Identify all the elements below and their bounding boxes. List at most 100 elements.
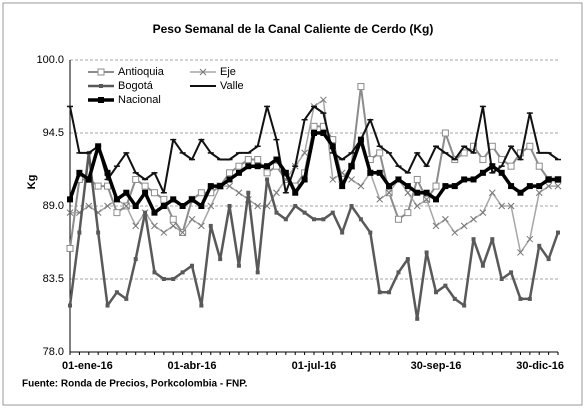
marker <box>443 283 448 288</box>
marker <box>104 202 111 210</box>
marker <box>254 202 262 210</box>
marker <box>432 182 440 190</box>
marker <box>499 277 504 281</box>
marker <box>479 169 486 176</box>
marker <box>490 237 495 242</box>
marker <box>489 163 496 170</box>
marker <box>368 230 373 235</box>
marker <box>395 176 402 183</box>
marker <box>460 222 468 230</box>
marker <box>198 222 205 230</box>
marker <box>283 217 288 222</box>
marker <box>207 183 214 190</box>
legend-label: Bogotá <box>118 80 154 92</box>
marker <box>179 203 186 209</box>
marker <box>546 257 551 262</box>
marker <box>387 290 392 295</box>
marker <box>76 169 83 176</box>
marker <box>141 182 149 190</box>
marker <box>151 209 158 216</box>
marker <box>442 183 449 190</box>
marker <box>480 263 485 268</box>
marker <box>94 182 102 190</box>
x-tick-label: 30-sep-16 <box>411 360 462 372</box>
marker <box>235 162 243 170</box>
marker <box>488 189 496 197</box>
marker <box>95 143 102 150</box>
marker <box>188 215 196 223</box>
marker <box>190 263 194 268</box>
marker <box>405 257 410 262</box>
x-tick-label: 01-jul-16 <box>292 360 337 372</box>
marker <box>423 189 430 196</box>
marker <box>498 202 506 210</box>
legend-label: Valle <box>220 80 244 92</box>
marker <box>554 182 562 190</box>
marker <box>433 196 439 203</box>
marker <box>526 183 533 190</box>
marker <box>265 177 270 182</box>
marker <box>282 169 289 176</box>
marker <box>273 156 280 163</box>
marker <box>404 183 411 190</box>
marker <box>226 169 234 177</box>
marker <box>320 96 327 104</box>
marker <box>255 270 260 275</box>
marker <box>394 215 402 223</box>
marker <box>67 196 73 203</box>
marker <box>218 257 223 262</box>
marker <box>461 176 468 183</box>
marker <box>113 209 121 217</box>
marker <box>413 202 421 210</box>
marker <box>340 230 345 235</box>
y-tick-label: 78.0 <box>43 346 64 358</box>
legend-label: Nacional <box>118 94 161 106</box>
marker <box>226 182 233 190</box>
marker <box>310 122 318 130</box>
marker <box>451 183 458 190</box>
marker <box>413 175 421 183</box>
marker <box>199 303 204 308</box>
marker <box>508 183 515 190</box>
legend-label: Antioquia <box>118 66 165 78</box>
marker <box>367 169 374 176</box>
marker <box>132 203 139 209</box>
marker <box>385 189 393 197</box>
marker <box>320 130 327 136</box>
marker <box>415 316 420 321</box>
marker <box>104 169 111 176</box>
marker <box>470 215 477 223</box>
x-tick-label: 01-abr-16 <box>168 360 217 372</box>
marker <box>292 189 299 196</box>
marker <box>68 303 72 308</box>
marker <box>245 163 252 170</box>
marker <box>99 84 103 88</box>
marker <box>376 196 384 203</box>
source-note: Fuente: Ronda de Precios, Porkcolombia -… <box>22 379 248 390</box>
marker <box>471 237 476 242</box>
marker <box>321 217 326 222</box>
marker <box>396 270 401 275</box>
marker <box>161 277 166 281</box>
x-tick-label: 30-dic-16 <box>516 360 564 372</box>
marker <box>236 263 241 268</box>
marker <box>348 163 355 170</box>
x-tick-label: 01-ene-16 <box>62 360 113 372</box>
marker <box>189 196 195 203</box>
marker <box>171 277 176 281</box>
marker <box>301 176 308 183</box>
y-axis-label: Kg <box>26 175 38 190</box>
marker <box>273 189 280 197</box>
marker <box>452 296 457 301</box>
marker <box>85 176 92 183</box>
marker <box>509 270 514 275</box>
marker <box>227 204 232 208</box>
marker <box>105 303 110 308</box>
marker <box>301 149 308 157</box>
marker <box>434 290 438 295</box>
marker <box>254 163 261 170</box>
marker <box>479 209 487 216</box>
marker <box>142 189 149 196</box>
marker <box>293 204 298 208</box>
